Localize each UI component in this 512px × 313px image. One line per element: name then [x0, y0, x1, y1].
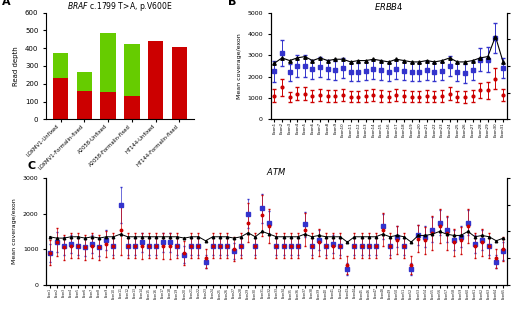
Title: $\it{BRAF}$ c.1799 T>A, p.V600E: $\it{BRAF}$ c.1799 T>A, p.V600E: [67, 0, 173, 13]
Bar: [77, 72, 92, 91]
Text: A: A: [2, 0, 10, 7]
Bar: [100, 33, 116, 92]
Title: $\it{ATM}$: $\it{ATM}$: [266, 166, 287, 177]
Bar: [53, 54, 68, 78]
Y-axis label: Mean coverage/exon: Mean coverage/exon: [237, 33, 242, 99]
Bar: [124, 44, 140, 96]
Text: B: B: [228, 0, 237, 7]
Title: $\it{ERBB4}$: $\it{ERBB4}$: [374, 1, 403, 12]
Bar: [53, 78, 68, 119]
Bar: [148, 41, 163, 119]
Text: C: C: [28, 162, 36, 172]
Y-axis label: Mean coverage/exon: Mean coverage/exon: [12, 198, 17, 264]
Bar: [100, 92, 116, 119]
Bar: [172, 47, 187, 119]
Bar: [124, 96, 140, 119]
Bar: [77, 91, 92, 119]
Y-axis label: Read depth: Read depth: [13, 46, 19, 86]
